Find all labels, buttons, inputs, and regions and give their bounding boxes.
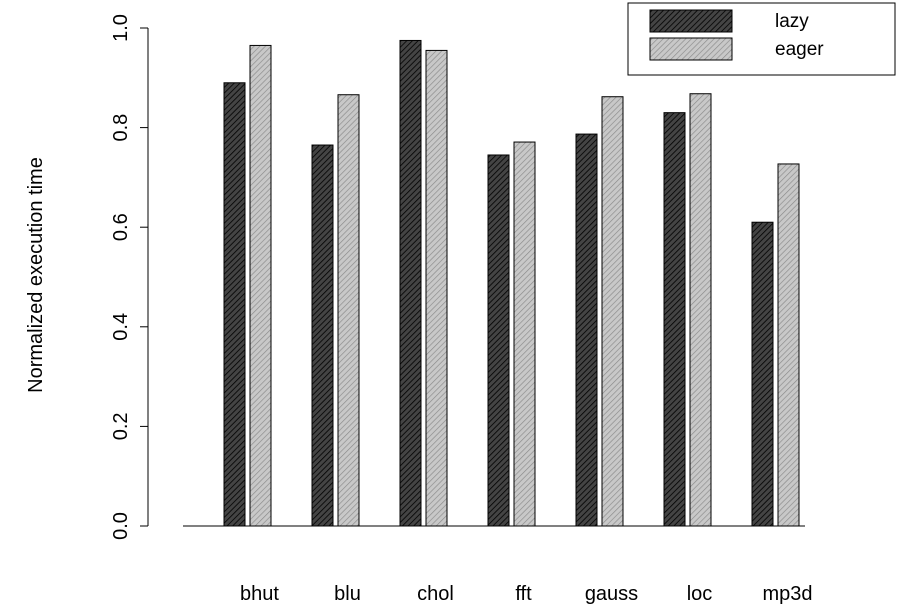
bar-eager-blu (337, 94, 360, 527)
bar-lazy-bhut (223, 82, 246, 527)
legend-swatch-eager (649, 37, 733, 61)
y-tick-label: 0.8 (110, 114, 132, 142)
category-label-loc: loc (687, 583, 713, 605)
category-label-blu: blu (334, 583, 361, 605)
legend-label-lazy: lazy (775, 11, 809, 32)
bar-lazy-mp3d (751, 221, 774, 527)
bar-eager-bhut (249, 44, 272, 527)
bar-eager-gauss (601, 96, 624, 527)
category-labels: bhut blu chol fft gauss loc mp3d (240, 583, 812, 605)
category-label-bhut: bhut (240, 583, 279, 605)
y-tick-label: 0.4 (110, 313, 132, 341)
category-label-gauss: gauss (585, 583, 638, 605)
y-tick-label: 1.0 (110, 14, 132, 42)
bar-lazy-blu (311, 144, 334, 527)
legend-swatch-lazy (649, 9, 733, 33)
y-axis-label: Normalized execution time (25, 157, 47, 393)
y-tick-label: 0.0 (110, 512, 132, 540)
bar-lazy-fft (487, 154, 510, 527)
bar-eager-mp3d (777, 163, 800, 527)
bar-eager-fft (513, 141, 536, 527)
y-tick-label: 0.6 (110, 213, 132, 241)
bars-group (223, 39, 800, 527)
y-axis: 0.0 0.2 0.4 0.6 0.8 1.0 (110, 14, 149, 540)
category-label-fft: fft (515, 583, 532, 605)
bar-eager-loc (689, 93, 712, 527)
category-label-mp3d: mp3d (762, 583, 812, 605)
category-label-chol: chol (417, 583, 454, 605)
bar-lazy-gauss (575, 133, 598, 527)
bar-eager-chol (425, 49, 448, 527)
legend: lazy eager (627, 2, 896, 76)
legend-label-eager: eager (775, 39, 824, 60)
bar-lazy-loc (663, 112, 686, 527)
y-tick-label: 0.2 (110, 412, 132, 440)
bar-lazy-chol (399, 39, 422, 527)
